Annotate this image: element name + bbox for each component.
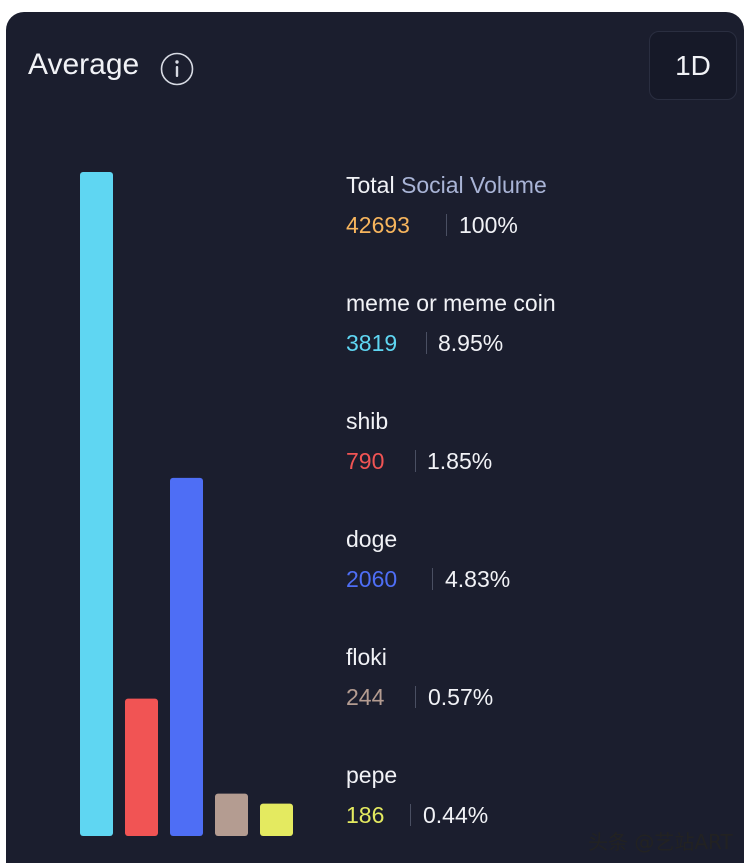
legend-value: 244 [346, 684, 385, 710]
legend-label: floki [346, 644, 387, 670]
card-title: Average [28, 48, 140, 81]
legend-percent: 4.83% [445, 566, 511, 592]
legend-value: 42693 [346, 212, 410, 238]
legend-label: shib [346, 408, 389, 434]
legend-percent: 0.44% [423, 802, 489, 828]
legend-percent: 8.95% [438, 330, 504, 356]
legend-value: 3819 [346, 330, 398, 356]
bar-pepe [260, 803, 293, 836]
legend-percent: 0.57% [428, 684, 494, 710]
legend-item-doge: doge 2060 4.83% [346, 526, 738, 606]
legend-item-meme: meme or meme coin 3819 8.95% [346, 290, 738, 370]
legend-label: pepe [346, 762, 398, 788]
average-card: Average 1D Total Social Volume 42693 100… [6, 12, 744, 863]
bar-doge [170, 477, 203, 836]
legend-divider [415, 450, 416, 472]
legend-divider [432, 568, 433, 590]
legend-divider [410, 804, 411, 826]
legend-divider [446, 214, 447, 236]
legend-item-total: Total Social Volume 42693 100% [346, 172, 738, 252]
bar-chart [80, 172, 293, 836]
bar-floki [215, 793, 248, 836]
legend-divider [415, 686, 416, 708]
legend-percent: 100% [459, 212, 518, 238]
legend-label: doge [346, 526, 398, 552]
legend-value: 186 [346, 802, 385, 828]
legend-label-accent: Social Volume [400, 172, 547, 198]
legend-value: 790 [346, 448, 385, 474]
legend-value: 2060 [346, 566, 398, 592]
bar-meme-or-meme-coin [80, 172, 113, 836]
info-icon[interactable] [160, 52, 194, 86]
legend-label-prefix: Total [346, 172, 395, 198]
bar-shib [125, 698, 158, 836]
legend-item-shib: shib 790 1.85% [346, 408, 738, 488]
legend-item-floki: floki 244 0.57% [346, 644, 738, 724]
legend-item-pepe: pepe 186 0.44% [346, 762, 738, 842]
legend-label: meme or meme coin [346, 290, 556, 316]
watermark: 头条 @艺站ART [588, 830, 733, 854]
legend-label: Total Social Volume [346, 172, 547, 199]
legend-divider [426, 332, 427, 354]
period-button[interactable]: 1D [649, 31, 737, 100]
legend-percent: 1.85% [427, 448, 493, 474]
